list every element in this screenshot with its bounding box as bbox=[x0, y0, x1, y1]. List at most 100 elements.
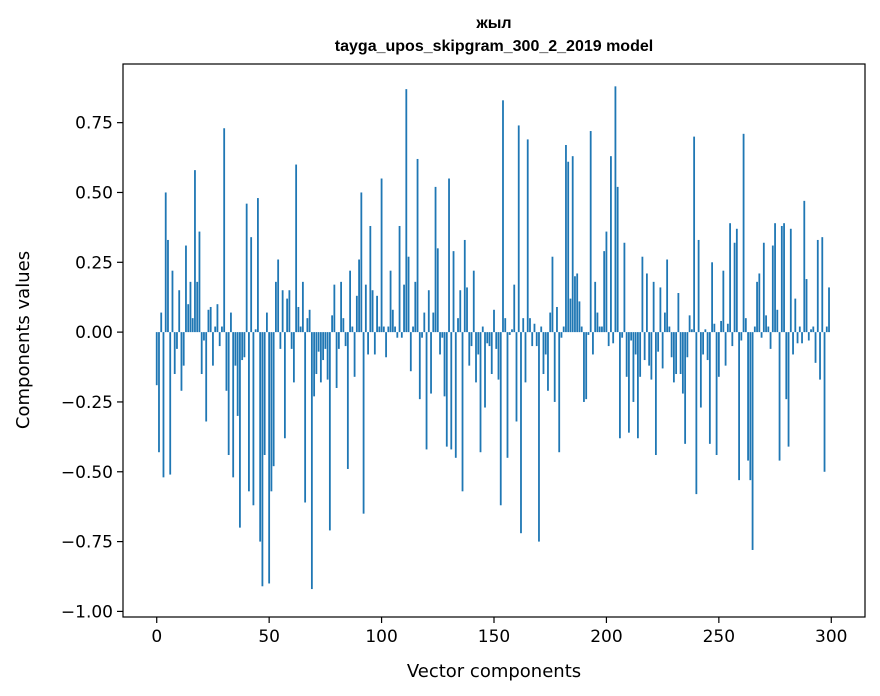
bar-286 bbox=[798, 326, 801, 333]
bar-238 bbox=[690, 329, 693, 333]
bar-118 bbox=[421, 332, 423, 338]
bar-160 bbox=[515, 332, 518, 422]
bar-245 bbox=[706, 332, 709, 361]
bar-273 bbox=[769, 332, 772, 349]
bar-40 bbox=[245, 203, 248, 333]
bar-7 bbox=[171, 270, 174, 333]
bar-123 bbox=[432, 312, 435, 333]
bar-210 bbox=[628, 332, 630, 433]
x-tick-label: 100 bbox=[365, 627, 397, 647]
bar-242 bbox=[699, 332, 702, 408]
bar-50 bbox=[268, 332, 271, 584]
bar-2 bbox=[160, 312, 163, 333]
bar-27 bbox=[216, 304, 219, 333]
bar-274 bbox=[771, 245, 774, 333]
bar-224 bbox=[659, 287, 662, 333]
y-tick-label: −0.50 bbox=[61, 463, 113, 483]
bar-159 bbox=[513, 284, 516, 333]
bar-295 bbox=[819, 332, 821, 380]
bar-24 bbox=[209, 306, 212, 333]
bar-217 bbox=[643, 332, 646, 361]
bar-169 bbox=[535, 332, 538, 347]
bar-265 bbox=[751, 332, 754, 550]
bar-223 bbox=[657, 332, 660, 352]
x-tick-label: 150 bbox=[478, 627, 510, 647]
bar-268 bbox=[758, 273, 761, 333]
bar-113 bbox=[409, 332, 412, 372]
bar-151 bbox=[495, 332, 498, 349]
bar-294 bbox=[816, 239, 819, 333]
bar-156 bbox=[506, 332, 509, 458]
bar-29 bbox=[221, 326, 223, 333]
bar-135 bbox=[459, 290, 462, 333]
bar-190 bbox=[583, 332, 585, 402]
bar-227 bbox=[666, 259, 669, 333]
bar-58 bbox=[286, 298, 289, 333]
bar-283 bbox=[792, 332, 794, 355]
bar-78 bbox=[331, 315, 334, 333]
bar-79 bbox=[333, 284, 336, 333]
bar-119 bbox=[423, 312, 426, 333]
bar-155 bbox=[504, 318, 507, 333]
bar-172 bbox=[542, 332, 545, 375]
bar-257 bbox=[733, 242, 736, 333]
bar-252 bbox=[722, 270, 725, 333]
bar-189 bbox=[580, 326, 583, 333]
bar-214 bbox=[637, 332, 639, 439]
bar-115 bbox=[414, 281, 417, 333]
bar-90 bbox=[358, 259, 360, 333]
bar-231 bbox=[675, 332, 678, 375]
bar-36 bbox=[236, 332, 239, 416]
bar-11 bbox=[180, 332, 183, 391]
bar-103 bbox=[387, 326, 390, 333]
x-tick-label: 200 bbox=[590, 627, 622, 647]
y-tick-label: −1.00 bbox=[61, 602, 113, 622]
bar-226 bbox=[663, 312, 666, 333]
bar-218 bbox=[646, 273, 648, 333]
bar-188 bbox=[578, 301, 581, 333]
bar-117 bbox=[418, 332, 421, 400]
bar-16 bbox=[191, 318, 194, 333]
bar-275 bbox=[774, 223, 776, 333]
bar-76 bbox=[326, 332, 329, 380]
bar-138 bbox=[466, 287, 468, 333]
bar-199 bbox=[603, 251, 606, 333]
bar-133 bbox=[454, 332, 457, 458]
bar-125 bbox=[436, 248, 439, 333]
bar-157 bbox=[508, 332, 511, 335]
bar-161 bbox=[517, 125, 520, 333]
y-tick-label: 0.00 bbox=[75, 323, 113, 343]
bar-152 bbox=[497, 332, 500, 380]
bar-166 bbox=[529, 318, 531, 333]
bar-14 bbox=[187, 304, 190, 333]
bar-193 bbox=[589, 131, 592, 333]
bar-280 bbox=[785, 332, 788, 400]
bar-132 bbox=[452, 251, 455, 333]
bar-215 bbox=[639, 332, 642, 377]
bar-262 bbox=[744, 318, 747, 333]
bar-205 bbox=[616, 186, 619, 333]
bar-272 bbox=[767, 326, 770, 333]
bar-19 bbox=[198, 231, 201, 333]
bar-77 bbox=[328, 332, 331, 531]
bar-278 bbox=[780, 225, 783, 333]
bar-228 bbox=[668, 326, 671, 333]
bar-45 bbox=[257, 198, 259, 333]
bar-213 bbox=[634, 332, 637, 355]
bar-38 bbox=[241, 332, 244, 361]
bar-112 bbox=[407, 256, 410, 333]
bar-290 bbox=[807, 332, 810, 341]
bar-128 bbox=[443, 332, 446, 397]
bar-147 bbox=[486, 332, 489, 344]
bar-256 bbox=[731, 332, 734, 347]
bar-289 bbox=[805, 279, 808, 333]
bar-51 bbox=[270, 332, 273, 492]
bar-99 bbox=[378, 326, 381, 333]
bar-5 bbox=[167, 239, 169, 333]
bar-225 bbox=[661, 332, 664, 369]
bar-26 bbox=[214, 326, 217, 333]
bar-126 bbox=[439, 332, 441, 355]
bar-57 bbox=[283, 332, 286, 439]
bar-71 bbox=[315, 332, 318, 375]
bar-263 bbox=[747, 332, 749, 461]
